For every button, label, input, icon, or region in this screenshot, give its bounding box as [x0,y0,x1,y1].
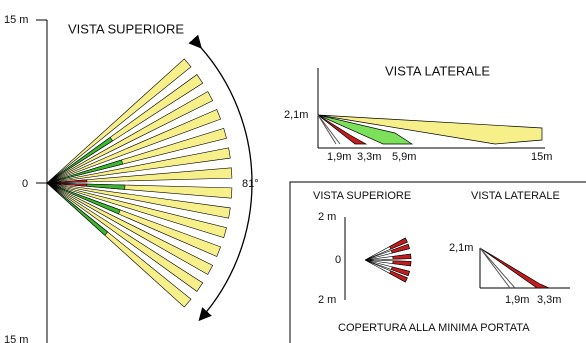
distance: 3,3m [537,294,561,306]
y-bottom: 2 m [318,294,336,306]
y-zero: 0 [22,178,28,190]
beam [390,266,410,277]
distance: 1,9m [327,151,351,163]
distance: 3,3m [357,151,381,163]
beam [317,114,414,145]
beam [46,182,121,215]
beam [46,58,192,184]
beam [389,237,408,250]
mini-fan [364,237,412,283]
y-top: 2 m [318,211,336,223]
beam [46,159,124,184]
beam [317,114,341,145]
y-top: 15 m [4,14,28,26]
title: VISTA SUPERIORE [313,190,411,202]
beam [390,243,410,254]
top-view-fan [46,58,233,308]
height: 2,1m [449,242,473,254]
beam [46,182,231,219]
beam [46,179,88,184]
distance: 1,9m [505,294,529,306]
beam [46,136,114,184]
beam [392,253,412,260]
beam [46,167,233,184]
beam [46,147,231,184]
beam [479,247,516,289]
beam [46,182,227,239]
angle: 81° [242,178,259,190]
beam [479,247,550,289]
y-bottom: 15 m [4,334,28,343]
box [289,181,586,343]
distance: 15m [531,151,552,163]
height: 2,1m [284,109,308,121]
beam [46,182,109,236]
title: VISTA LATERALE [471,190,560,202]
beam [389,270,408,283]
angle-arc [188,34,253,322]
beam [46,109,222,184]
y-zero: 0 [335,254,341,266]
distance: 5,9m [392,151,416,163]
beam [392,260,412,267]
beam [46,182,88,187]
beam [317,114,543,145]
title: VISTA SUPERIORE [68,21,184,36]
title: VISTA LATERALE [385,63,490,78]
caption: COPERTURA ALLA MINIMA PORTATA [338,322,530,334]
beam [317,114,368,145]
